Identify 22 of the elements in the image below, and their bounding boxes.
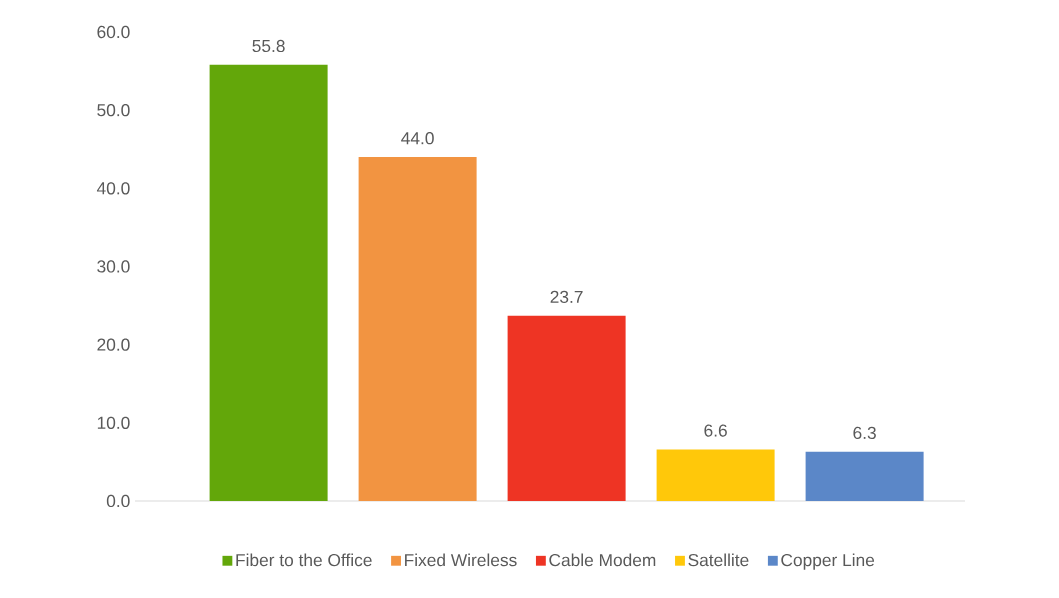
- legend-label: Fixed Wireless: [405, 553, 517, 567]
- y-tick-label: 20.0: [97, 338, 130, 351]
- y-tick-label: 30.0: [97, 260, 130, 273]
- y-tick-label: 50.0: [97, 104, 130, 117]
- y-tick-label: 60.0: [97, 25, 130, 39]
- bar: [358, 157, 477, 501]
- bar: [805, 451, 924, 501]
- bar: [209, 64, 328, 501]
- data-label: 23.7: [550, 290, 583, 304]
- legend-label: Cable Modem: [549, 553, 656, 567]
- data-label: 6.6: [704, 424, 727, 437]
- legend-label: Copper Line: [781, 553, 875, 570]
- data-label: 6.3: [853, 426, 876, 440]
- data-label: 55.8: [252, 39, 285, 53]
- legend-label: Fiber to the Office: [236, 553, 372, 567]
- bar: [656, 449, 775, 501]
- bar: [507, 315, 626, 501]
- data-label: 44.0: [401, 132, 434, 145]
- y-tick-label: 40.0: [96, 182, 130, 195]
- y-tick-label: 0.0: [106, 494, 130, 508]
- y-tick-label: 10.0: [97, 416, 130, 429]
- legend-label: Satellite: [688, 553, 749, 567]
